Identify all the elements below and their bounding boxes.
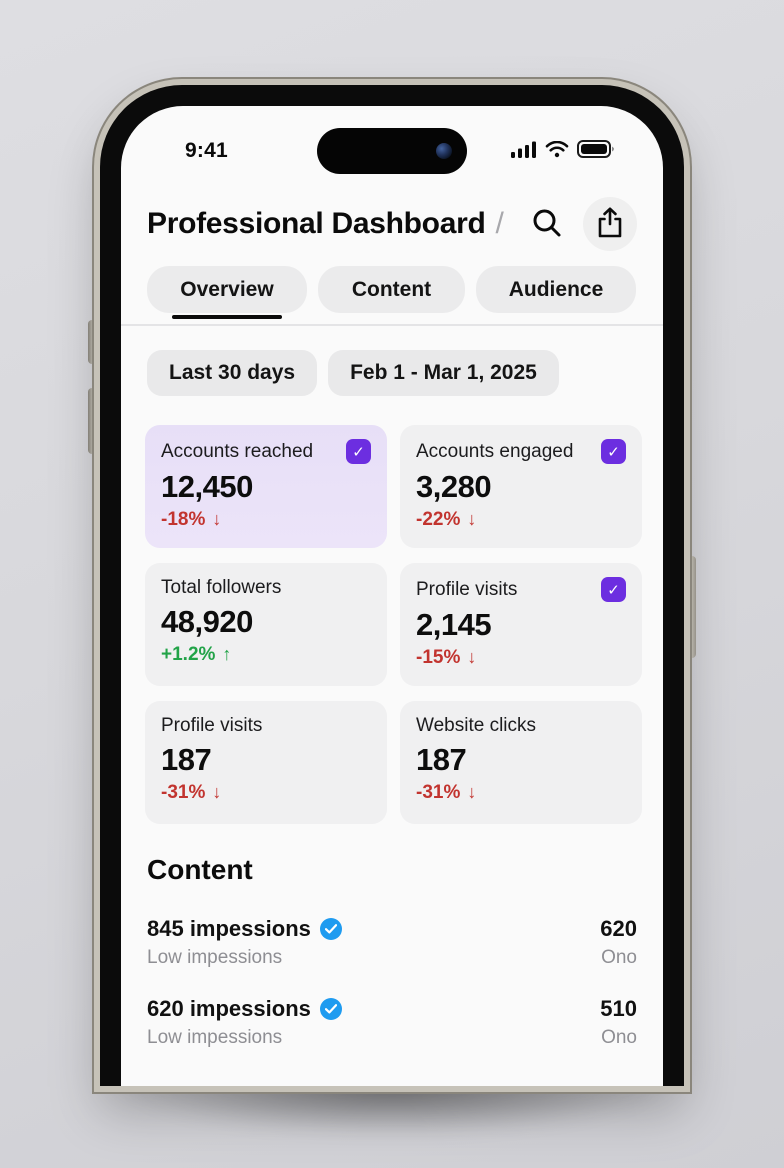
metric-value: 48,920 bbox=[161, 604, 253, 639]
tab-overview[interactable]: Overview bbox=[147, 266, 307, 313]
dynamic-island bbox=[317, 128, 467, 174]
metric-label: Accounts reached bbox=[161, 440, 314, 462]
item-value-subtitle: Ono bbox=[601, 947, 637, 968]
content-list-item[interactable]: 620 impessions 510 Low impessions Ono bbox=[147, 996, 637, 1049]
battery-icon bbox=[577, 140, 615, 163]
metrics-grid: Accounts reached ✓ 12,450 -18% ↓ Accounts… bbox=[145, 425, 642, 824]
trend-down-icon: ↓ bbox=[467, 509, 477, 529]
metric-card-website-clicks[interactable]: Website clicks 187 -31% ↓ bbox=[400, 701, 642, 824]
metric-delta: -15% ↓ bbox=[416, 647, 477, 668]
trend-down-icon: ↓ bbox=[212, 509, 222, 529]
tab-content[interactable]: Content bbox=[318, 266, 465, 313]
share-icon bbox=[595, 207, 625, 242]
metric-label: Website clicks bbox=[416, 715, 537, 736]
volume-button bbox=[88, 388, 97, 454]
metric-delta: -31% ↓ bbox=[161, 782, 222, 803]
trend-down-icon: ↓ bbox=[212, 782, 222, 802]
tabs-divider bbox=[121, 324, 663, 326]
metric-label: Profile visits bbox=[416, 578, 518, 600]
metric-label: Total followers bbox=[161, 577, 282, 598]
tab-audience[interactable]: Audience bbox=[476, 266, 636, 313]
screen: 9:41 bbox=[121, 106, 663, 1086]
metric-delta: -22% ↓ bbox=[416, 509, 477, 530]
item-value-subtitle: Ono bbox=[601, 1027, 637, 1048]
metric-delta: -31% ↓ bbox=[416, 782, 477, 803]
tab-bar: Overview Content Audience bbox=[147, 266, 636, 313]
metric-label: Accounts engaged bbox=[416, 440, 574, 462]
item-subtitle: Low impessions bbox=[147, 1027, 283, 1048]
item-value: 510 bbox=[600, 996, 637, 1021]
trend-down-icon: ↓ bbox=[467, 782, 477, 802]
mute-switch bbox=[88, 320, 97, 364]
checked-checkbox-icon[interactable]: ✓ bbox=[601, 439, 626, 464]
metric-value: 3,280 bbox=[416, 469, 492, 504]
share-button[interactable] bbox=[583, 197, 637, 251]
metric-value: 2,145 bbox=[416, 607, 492, 642]
item-subtitle: Low impessions bbox=[147, 947, 283, 968]
front-camera-dot bbox=[436, 143, 452, 159]
status-icons bbox=[511, 140, 615, 163]
metric-value: 187 bbox=[161, 742, 212, 777]
wifi-icon bbox=[545, 140, 569, 163]
trend-up-icon: ↑ bbox=[222, 644, 232, 664]
filter-bar: Last 30 days Feb 1 - Mar 1, 2025 bbox=[147, 350, 559, 396]
status-time: 9:41 bbox=[185, 139, 228, 162]
cellular-signal-icon bbox=[511, 141, 537, 163]
metric-card-accounts-engaged[interactable]: Accounts engaged ✓ 3,280 -22% ↓ bbox=[400, 425, 642, 548]
metric-card-total-followers[interactable]: Total followers 48,920 +1.2% ↑ bbox=[145, 563, 387, 686]
metric-delta: +1.2% ↑ bbox=[161, 644, 232, 665]
item-title: 620 impessions bbox=[147, 996, 311, 1021]
search-icon bbox=[530, 206, 564, 243]
verified-badge-icon bbox=[319, 998, 342, 1020]
checked-checkbox-icon[interactable]: ✓ bbox=[601, 577, 626, 602]
metric-card-profile-visits-2[interactable]: Profile visits 187 -31% ↓ bbox=[145, 701, 387, 824]
item-title: 845 impessions bbox=[147, 916, 311, 941]
header: Professional Dashboard / bbox=[147, 197, 637, 251]
item-value: 620 bbox=[600, 916, 637, 941]
date-span-chip[interactable]: Feb 1 - Mar 1, 2025 bbox=[328, 350, 559, 396]
metric-delta: -18% ↓ bbox=[161, 509, 222, 530]
phone-frame: 9:41 bbox=[100, 85, 684, 1086]
power-button bbox=[687, 556, 696, 658]
metric-value: 12,450 bbox=[161, 469, 253, 504]
checked-checkbox-icon[interactable]: ✓ bbox=[346, 439, 371, 464]
active-tab-underline bbox=[172, 315, 282, 319]
metric-label: Profile visits bbox=[161, 715, 263, 736]
trend-down-icon: ↓ bbox=[467, 647, 477, 667]
verified-badge-icon bbox=[319, 918, 342, 940]
metric-card-profile-visits[interactable]: Profile visits ✓ 2,145 -15% ↓ bbox=[400, 563, 642, 686]
metric-value: 187 bbox=[416, 742, 467, 777]
content-list-item[interactable]: 845 impessions 620 Low impessions Ono bbox=[147, 916, 637, 969]
search-button[interactable] bbox=[525, 202, 569, 246]
page-title: Professional Dashboard bbox=[147, 207, 486, 240]
date-range-chip[interactable]: Last 30 days bbox=[147, 350, 318, 396]
title-separator: / bbox=[495, 207, 504, 240]
metric-card-accounts-reached[interactable]: Accounts reached ✓ 12,450 -18% ↓ bbox=[145, 425, 387, 548]
content-section-title: Content bbox=[147, 854, 253, 885]
